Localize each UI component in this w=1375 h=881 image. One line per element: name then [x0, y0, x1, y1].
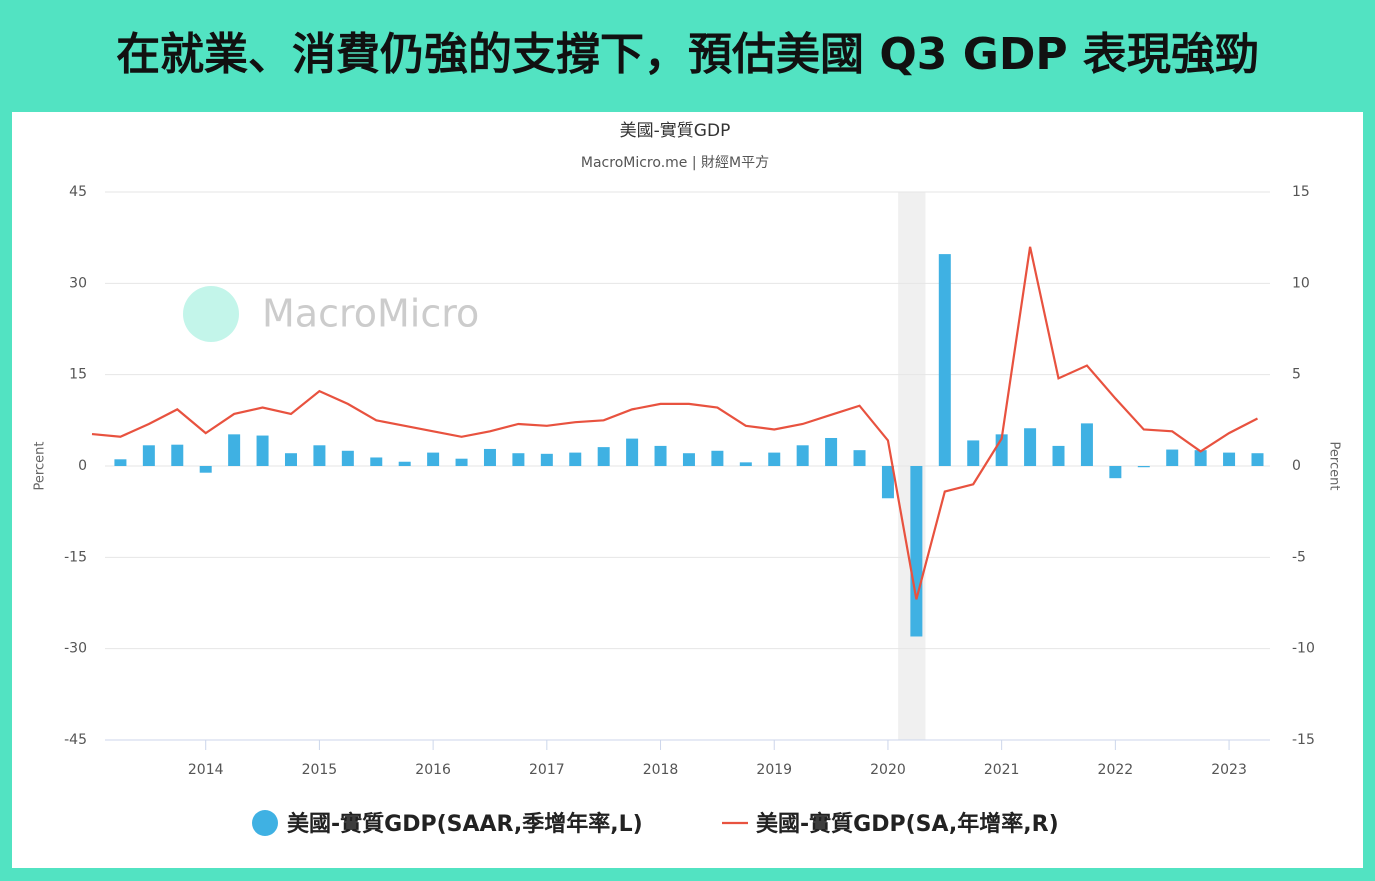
chart-title: 美國-實質GDP [620, 121, 731, 141]
line [91, 246, 1258, 600]
watermark-logo [183, 286, 239, 342]
x-tick-label: 2018 [643, 762, 679, 778]
y-tick-label: -30 [64, 641, 87, 657]
x-tick-label: 2014 [188, 762, 224, 778]
x-tick-label: 2019 [756, 762, 792, 778]
bar [512, 453, 525, 466]
bar [483, 448, 496, 466]
bar [938, 254, 951, 466]
y2-tick-label: 15 [1292, 184, 1310, 200]
bar [114, 459, 127, 466]
bar [597, 447, 610, 466]
bar [284, 453, 297, 466]
y-tick-label: 45 [69, 184, 87, 200]
y-tick-label: -45 [64, 732, 87, 748]
bar [967, 440, 980, 466]
y-tick-label: 15 [69, 367, 87, 383]
bar [171, 444, 184, 466]
bar [1166, 449, 1179, 466]
bar [910, 466, 923, 637]
x-tick-label: 2022 [1098, 762, 1134, 778]
y2-axis-title: Percent [1327, 442, 1342, 491]
bar [1194, 450, 1207, 466]
bar [881, 466, 894, 499]
legend-marker [252, 810, 278, 836]
chart-subtitle: MacroMicro.me | 財經M平方 [581, 155, 769, 171]
bar [427, 452, 440, 466]
bar [796, 445, 809, 466]
y2-tick-label: 10 [1292, 275, 1310, 291]
bar [825, 437, 838, 466]
bar [142, 445, 155, 466]
bar [1251, 453, 1264, 466]
chart: 美國-實質GDP MacroMicro.me | 財經M平方 MacroMicr… [12, 112, 1363, 868]
bar [682, 453, 695, 466]
x-tick-label: 2017 [529, 762, 565, 778]
bar [455, 458, 468, 466]
watermark: MacroMicro [262, 292, 479, 336]
x-tick-label: 2023 [1211, 762, 1247, 778]
bar [1109, 466, 1122, 479]
bar [398, 461, 411, 466]
x-tick-label: 2020 [870, 762, 906, 778]
legend-label: 美國-實質GDP(SAAR,季增年率,L) [287, 811, 643, 837]
y-tick-label: 30 [69, 275, 87, 291]
bar [228, 434, 241, 466]
bar [739, 462, 752, 466]
headline: 在就業、消費仍強的支撐下，預估美國 Q3 GDP 表現強勁 [116, 29, 1259, 80]
bar [1080, 423, 1093, 466]
bar [199, 466, 212, 473]
bar [853, 450, 866, 466]
bar [654, 445, 667, 466]
y2-tick-label: 0 [1292, 458, 1301, 474]
y2-tick-label: 5 [1292, 367, 1301, 383]
bar [370, 457, 383, 466]
bar [1223, 452, 1236, 466]
bar [341, 450, 354, 466]
legend-label: 美國-實質GDP(SA,年增率,R) [756, 811, 1059, 837]
bar [1024, 428, 1037, 466]
y2-tick-label: -5 [1292, 549, 1306, 565]
y2-tick-label: -10 [1292, 641, 1315, 657]
bar [313, 445, 326, 466]
x-tick-label: 2015 [302, 762, 338, 778]
bar [569, 452, 582, 466]
x-tick-label: 2016 [415, 762, 451, 778]
bar [256, 435, 269, 466]
y-axis-title: Percent [33, 442, 48, 491]
x-tick-label: 2021 [984, 762, 1020, 778]
bar [1137, 466, 1150, 468]
bar [540, 453, 553, 466]
y-tick-label: -15 [64, 549, 87, 565]
bar [1052, 445, 1065, 466]
y-tick-label: 0 [78, 458, 87, 474]
bar [626, 438, 639, 466]
bar [711, 450, 724, 466]
bar [768, 452, 781, 466]
y2-tick-label: -15 [1292, 732, 1315, 748]
